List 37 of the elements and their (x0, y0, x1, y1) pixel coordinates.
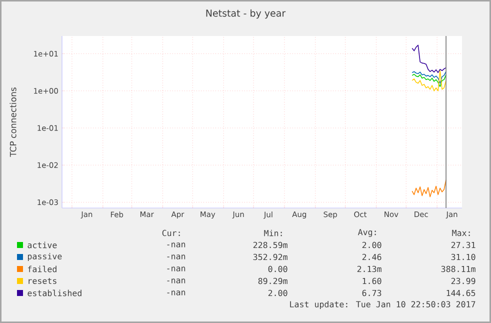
text: 31.10 (451, 254, 476, 260)
text: 1.60 (362, 278, 382, 284)
text: -nan (167, 290, 186, 296)
text: Cur: (162, 230, 180, 236)
text: 228.59m (253, 242, 288, 248)
legend-label: active (28, 242, 57, 248)
y-axis-title: TCP connections (10, 88, 16, 157)
text: -nan (167, 266, 186, 272)
text: -nan (167, 278, 186, 284)
text: 2.13m (357, 266, 382, 272)
text: 89.29m (258, 278, 288, 284)
line-series (412, 44, 446, 73)
text: 6.73 (362, 290, 382, 296)
text: Min: (264, 230, 282, 236)
legend-label: passive (28, 252, 62, 261)
line-series (412, 74, 446, 88)
text: 2.00 (362, 242, 382, 248)
legend-label: resets (28, 278, 56, 284)
text: 0.00 (268, 266, 288, 272)
text: -nan (167, 242, 186, 248)
text: 2.00 (268, 290, 288, 296)
legend-label: failed (28, 266, 56, 272)
text: 144.65 (446, 290, 476, 296)
text: 27.31 (451, 242, 476, 248)
line-series (412, 179, 446, 198)
text: Last update: Tue Jan 10 22:50:03 2017 (290, 300, 476, 309)
text: Max: (452, 230, 470, 236)
text: 23.99 (451, 278, 476, 284)
text: 388.11m (441, 266, 476, 272)
line-series (412, 70, 446, 92)
text: Avg: (358, 229, 376, 237)
text: 2.46 (362, 254, 382, 260)
legend-label: established (28, 290, 82, 296)
chart-title: Netstat - by year (206, 9, 286, 19)
line-series (412, 71, 446, 84)
text: -nan (167, 254, 186, 260)
text: 352.92m (253, 254, 288, 260)
